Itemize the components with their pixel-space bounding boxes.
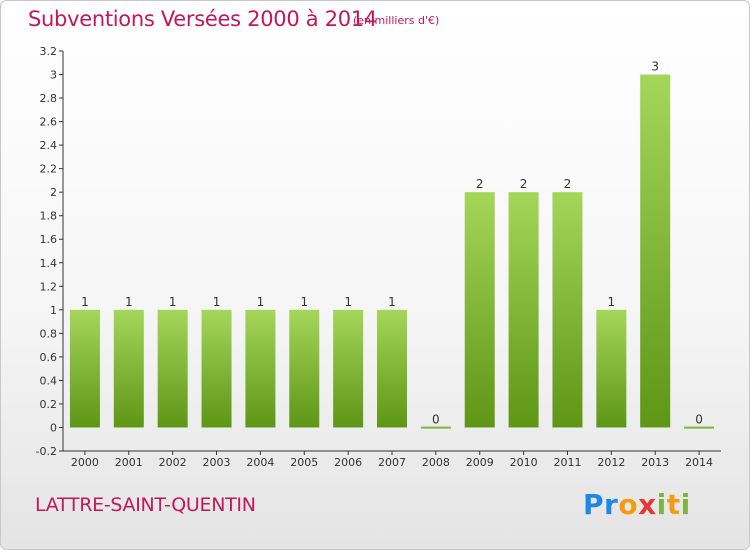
chart-title: Subventions Versées 2000 à 2014 xyxy=(28,7,377,31)
y-tick-label: 2.6 xyxy=(40,116,58,129)
x-tick-label: 2003 xyxy=(203,456,231,469)
x-tick-label: 2009 xyxy=(466,456,494,469)
data-label: 2 xyxy=(520,177,528,191)
x-tick-label: 2012 xyxy=(597,456,625,469)
bar-2004 xyxy=(245,309,276,428)
bar-2002 xyxy=(157,309,188,428)
data-label: 1 xyxy=(344,295,352,309)
data-label: 1 xyxy=(169,295,177,309)
data-label: 1 xyxy=(388,295,396,309)
data-label: 2 xyxy=(564,177,572,191)
y-tick-label: 1.4 xyxy=(40,257,58,270)
bar-2000 xyxy=(69,309,100,428)
data-label: 1 xyxy=(300,295,308,309)
bar-2006 xyxy=(333,309,364,428)
data-label: 1 xyxy=(125,295,133,309)
data-label: 1 xyxy=(213,295,221,309)
y-tick-label: 1 xyxy=(50,304,57,317)
y-tick-label: 1.8 xyxy=(40,210,58,223)
x-tick-label: 2000 xyxy=(71,456,99,469)
data-label: 0 xyxy=(432,412,440,426)
bar-2001 xyxy=(113,309,144,428)
bar-2009 xyxy=(464,192,495,428)
bar-2011 xyxy=(552,192,583,428)
x-tick-label: 2007 xyxy=(378,456,406,469)
y-tick-label: 0 xyxy=(50,421,57,434)
data-label: 1 xyxy=(81,295,89,309)
y-tick-label: 1.6 xyxy=(40,233,58,246)
bar-2003 xyxy=(201,309,232,428)
chart-axes: -0.2 0 0.2 0.4 0.6 0.8 1 1.2 1.4 1.6 1.8 2 2.2 2.4 2.6… xyxy=(36,45,721,458)
unit-note: (en milliers d'€) xyxy=(353,14,440,27)
bar-2010 xyxy=(508,192,539,428)
y-tick-label: 0.6 xyxy=(40,351,58,364)
y-tick-label: -0.2 xyxy=(36,445,57,458)
x-tick-label: 2001 xyxy=(115,456,143,469)
bar-2012 xyxy=(596,309,627,428)
bar-2005 xyxy=(289,309,320,428)
commune-name: LATTRE-SAINT-QUENTIN xyxy=(35,494,256,516)
data-label: 0 xyxy=(695,412,703,426)
y-tick-label: 1.2 xyxy=(40,280,58,293)
y-tick-label: 2.2 xyxy=(40,163,58,176)
y-tick-label: 0.4 xyxy=(40,374,58,387)
x-tick-label: 2014 xyxy=(685,456,713,469)
data-label: 2 xyxy=(476,177,484,191)
data-label: 3 xyxy=(651,60,659,74)
x-tick-label: 2005 xyxy=(290,456,318,469)
chart-labels: 2000120011200212003120041200512006120071… xyxy=(71,60,713,469)
x-tick-label: 2011 xyxy=(553,456,581,469)
x-tick-label: 2002 xyxy=(159,456,187,469)
data-label: 1 xyxy=(608,295,616,309)
y-tick-label: 2.4 xyxy=(40,139,58,152)
bar-2014 xyxy=(684,426,715,429)
y-tick-label: 2 xyxy=(50,186,57,199)
data-label: 1 xyxy=(257,295,265,309)
y-tick-label: 2.8 xyxy=(40,92,58,105)
x-tick-label: 2004 xyxy=(246,456,274,469)
x-tick-label: 2008 xyxy=(422,456,450,469)
y-tick-label: 0.2 xyxy=(40,398,58,411)
x-tick-label: 2013 xyxy=(641,456,669,469)
y-tick-label: 0.8 xyxy=(40,327,58,340)
bar-2007 xyxy=(377,309,407,428)
x-tick-label: 2010 xyxy=(510,456,538,469)
bar-2013 xyxy=(640,74,671,428)
bar-2008 xyxy=(420,426,451,429)
y-tick-label: 3 xyxy=(50,69,57,82)
chart-bars xyxy=(69,74,715,429)
proxiti-logo[interactable]: Proxiti xyxy=(583,488,691,521)
y-tick-label: 3.2 xyxy=(40,45,58,58)
x-tick-label: 2006 xyxy=(334,456,362,469)
